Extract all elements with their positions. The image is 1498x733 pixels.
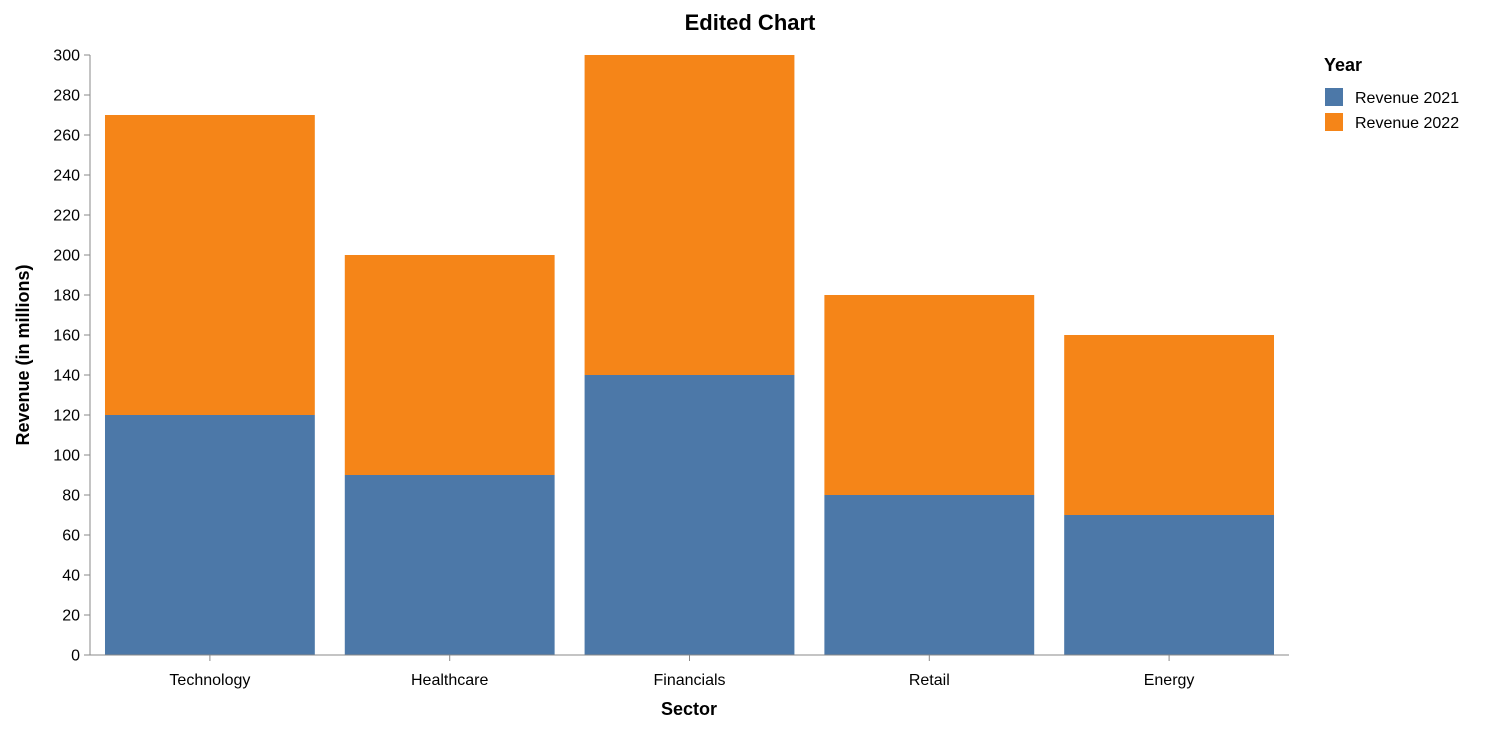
x-tick-label-healthcare: Healthcare [411, 672, 488, 689]
y-tick-label: 160 [53, 328, 80, 345]
y-tick-label: 220 [53, 208, 80, 225]
x-axis: Technology Healthcare Financials Retail Ener… [90, 654, 1289, 689]
legend-swatch-revenue-2022 [1325, 113, 1343, 131]
bar-energy-revenue-2022 [1064, 335, 1275, 515]
legend-label-revenue-2022: Revenue 2022 [1355, 115, 1459, 132]
legend-label-revenue-2021: Revenue 2021 [1355, 90, 1459, 107]
legend-items: Revenue 2021 Revenue 2022 [1325, 88, 1459, 132]
bar-financials-revenue-2021 [584, 375, 795, 655]
y-tick-label: 180 [53, 288, 80, 305]
x-tick-label-energy: Energy [1144, 672, 1195, 689]
bar-retail-revenue-2022 [824, 295, 1035, 495]
y-tick-label: 100 [53, 448, 80, 465]
chart-title: Edited Chart [685, 10, 816, 35]
y-axis-title: Revenue (in millions) [13, 264, 33, 445]
y-tick-label: 120 [53, 408, 80, 425]
y-tick-label: 260 [53, 128, 80, 145]
y-tick-label: 280 [53, 88, 80, 105]
x-tick-label-retail: Retail [909, 672, 950, 689]
y-tick-label: 140 [53, 368, 80, 385]
bar-retail-revenue-2021 [824, 495, 1035, 655]
y-tick-label: 0 [71, 648, 80, 665]
y-tick-label: 80 [62, 488, 80, 505]
y-tick-label: 60 [62, 528, 80, 545]
x-axis-title: Sector [661, 699, 717, 719]
y-axis: 0 20 40 60 80 100 120 140 160 180 200 220 240 260 280 3… [53, 48, 91, 665]
legend-swatch-revenue-2021 [1325, 88, 1343, 106]
y-tick-label: 20 [62, 608, 80, 625]
bar-technology-revenue-2021 [104, 415, 315, 655]
x-tick-label-financials: Financials [653, 672, 725, 689]
bar-healthcare-revenue-2021 [344, 475, 555, 655]
bar-healthcare-revenue-2022 [344, 255, 555, 475]
x-tick-label-technology: Technology [169, 672, 250, 689]
y-tick-label: 200 [53, 248, 80, 265]
bars-group [104, 55, 1275, 655]
y-tick-label: 240 [53, 168, 80, 185]
legend: Year Revenue 2021 Revenue 2022 [1324, 55, 1459, 132]
y-tick-label: 300 [53, 48, 80, 65]
y-tick-label: 40 [62, 568, 80, 585]
legend-title: Year [1324, 55, 1362, 75]
bar-financials-revenue-2022 [584, 55, 795, 375]
bar-energy-revenue-2021 [1064, 515, 1275, 655]
bar-technology-revenue-2022 [104, 115, 315, 415]
